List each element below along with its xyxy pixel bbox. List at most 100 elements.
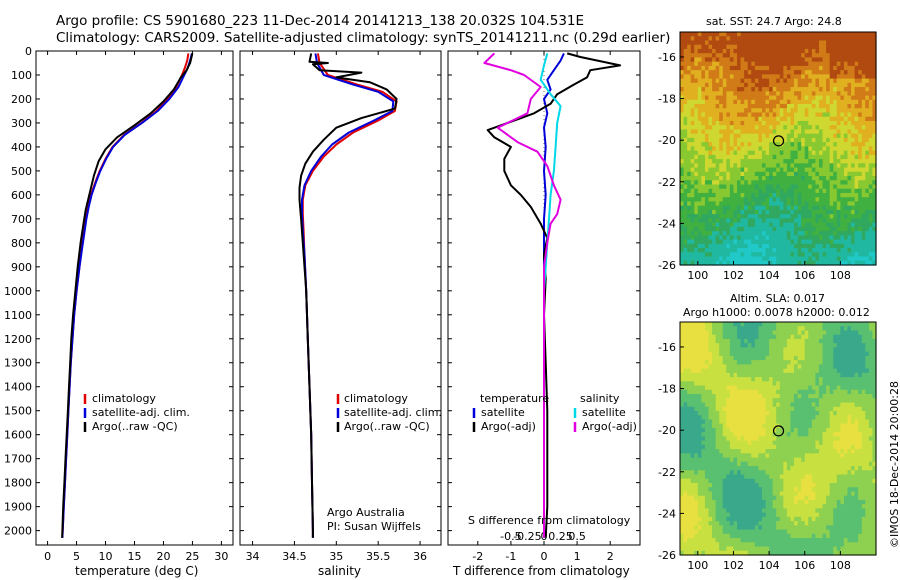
diff-legend-sal-title: salinity	[580, 392, 620, 405]
series-line-satellite-adj-clim-	[61, 53, 193, 538]
map-lon-label: 106	[794, 559, 815, 572]
xtick-label: 0	[541, 550, 548, 563]
sal-xlabel: salinity	[318, 564, 362, 578]
map-lat-label: -24	[658, 507, 676, 520]
map-lat-label: -16	[658, 51, 676, 64]
xtick-label: 36	[413, 550, 427, 563]
xtick-label: 1	[574, 550, 581, 563]
argo-position-marker	[772, 425, 785, 437]
ytick-label: 500	[11, 165, 32, 178]
ytick-label: 1400	[4, 381, 32, 394]
ytick-label: 1600	[4, 429, 32, 442]
map-lon-label: 102	[723, 559, 744, 572]
map-lat-label: -26	[658, 549, 676, 562]
ytick-label: 900	[11, 261, 32, 274]
map-lon-label: 108	[830, 559, 851, 572]
map-lat-label: -16	[658, 341, 676, 354]
xtick-label: 0	[44, 550, 51, 563]
sal-note-pi: PI: Susan Wijffels	[327, 520, 421, 533]
secondary-xtick-label: 0.25	[548, 530, 573, 543]
map-lat-label: -24	[658, 217, 676, 230]
map-lat-label: -22	[658, 466, 676, 479]
secondary-xtick-label: -0.25	[513, 530, 541, 543]
map-lat-label: -20	[658, 134, 676, 147]
diff-xlabel: T difference from climatology	[453, 564, 630, 578]
xtick-label: 2	[607, 550, 614, 563]
ytick-label: 1700	[4, 453, 32, 466]
map-frame	[679, 321, 877, 556]
sla-map-title-1: Altim. SLA: 0.017	[730, 292, 826, 305]
credit-text: ©IMOS 18-Dec-2014 20:00:28	[888, 381, 900, 548]
map-lat-label: -20	[658, 424, 676, 437]
map-lat-label: -22	[658, 176, 676, 189]
xtick-label: 25	[185, 550, 199, 563]
sal-legend-argo: Argo(..raw -QC)	[344, 420, 430, 433]
ytick-label: 400	[11, 141, 32, 154]
diff-top-xlabel: S difference from climatology	[468, 514, 631, 527]
map-lon-label: 104	[759, 559, 780, 572]
xtick-label: 15	[128, 550, 142, 563]
ytick-label: 1900	[4, 501, 32, 514]
xtick-label: 5	[73, 550, 80, 563]
panel-frame-1	[239, 50, 442, 546]
map-lon-label: 100	[687, 269, 708, 282]
header-line-1: Argo profile: CS 5901680_223 11-Dec-2014…	[56, 13, 585, 29]
ytick-label: 1100	[4, 309, 32, 322]
sal-note-agency: Argo Australia	[327, 506, 405, 519]
ytick-label: 700	[11, 213, 32, 226]
series-line-salinity-argo-adj-	[483, 52, 562, 538]
ytick-label: 1200	[4, 333, 32, 346]
diff-legend-temp-satellite: satellite	[481, 406, 525, 419]
xtick-label: -1	[505, 550, 516, 563]
series-line-climatology	[301, 53, 398, 538]
series-line-temperature-argo-adj-	[486, 52, 622, 538]
map-lat-label: -18	[658, 383, 676, 396]
temp-legend-satellite: satellite-adj. clim.	[92, 406, 190, 419]
map-frame	[679, 31, 877, 266]
diff-legend-sal-argo: Argo(-adj)	[582, 420, 637, 433]
map-lat-label: -26	[658, 259, 676, 272]
sst-map-title: sat. SST: 24.7 Argo: 24.8	[706, 15, 842, 28]
series-line-argo-raw-qc-	[61, 53, 194, 538]
xtick-label: 20	[156, 550, 170, 563]
ytick-label: 200	[11, 93, 32, 106]
ytick-label: 2000	[4, 525, 32, 538]
xtick-label: 34.5	[282, 550, 307, 563]
diff-legend-temp-argo: Argo(-adj)	[481, 420, 536, 433]
ytick-label: 800	[11, 237, 32, 250]
argo-position-marker	[772, 135, 785, 147]
xtick-label: -2	[472, 550, 483, 563]
sal-legend-satellite: satellite-adj. clim.	[344, 406, 442, 419]
sla-map	[680, 322, 877, 556]
ytick-label: 0	[25, 45, 32, 58]
map-lon-label: 100	[687, 559, 708, 572]
xtick-label: 10	[99, 550, 113, 563]
diff-legend-temp-title: temperature	[480, 392, 550, 405]
ytick-label: 1500	[4, 405, 32, 418]
map-lat-label: -18	[658, 93, 676, 106]
xtick-label: 35.5	[366, 550, 391, 563]
ytick-label: 600	[11, 189, 32, 202]
ytick-label: 300	[11, 117, 32, 130]
sla-map-title-2: Argo h1000: 0.0078 h2000: 0.012	[683, 306, 870, 319]
ytick-label: 1300	[4, 357, 32, 370]
temp-legend-climatology: climatology	[92, 392, 156, 405]
series-line-satellite-adj-clim-	[301, 53, 395, 538]
secondary-xtick-label: -0.5	[500, 530, 521, 543]
xtick-label: 35	[329, 550, 343, 563]
map-lon-label: 106	[794, 269, 815, 282]
secondary-xtick-label: 0.5	[568, 530, 586, 543]
map-lon-label: 108	[830, 269, 851, 282]
sst-map	[680, 32, 877, 266]
xtick-label: 30	[214, 550, 228, 563]
header-line-2: Climatology: CARS2009. Satellite-adjuste…	[56, 30, 671, 46]
series-line-climatology	[61, 53, 190, 538]
sal-legend-climatology: climatology	[344, 392, 408, 405]
xtick-label: 34	[246, 550, 260, 563]
series-line-argo-raw-qc-	[298, 53, 398, 538]
ytick-label: 1800	[4, 477, 32, 490]
ytick-label: 100	[11, 69, 32, 82]
map-lon-label: 104	[759, 269, 780, 282]
